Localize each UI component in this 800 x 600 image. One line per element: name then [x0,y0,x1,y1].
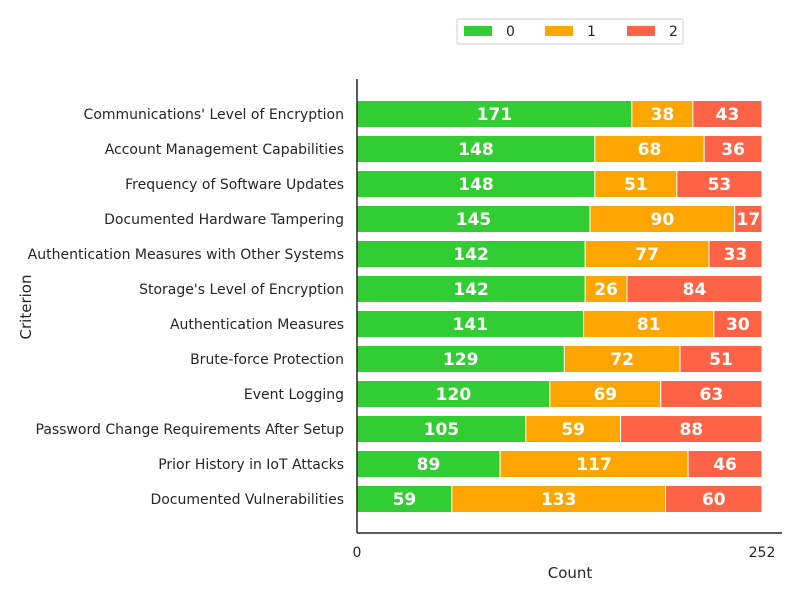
bar-value-label: 38 [651,105,675,125]
bar-segment [356,415,527,443]
bar-value-label: 53 [708,175,732,195]
legend-swatch [627,26,655,36]
bar-value-label: 51 [624,175,648,195]
x-axis-title: Count [548,564,593,582]
bar-segment [356,100,633,128]
category-label: Authentication Measures [170,317,344,333]
bar-value-label: 171 [477,105,513,125]
bar-segment [594,170,678,198]
bar-value-label: 26 [594,280,618,300]
x-tick-label-min: 0 [353,545,362,561]
legend-label: 1 [587,24,596,40]
bar-value-label: 148 [458,140,494,160]
bar-value-label: 117 [576,455,612,475]
bar-value-label: 129 [443,350,479,370]
bar-value-label: 59 [561,420,585,440]
bar-segment [703,135,763,163]
bar-value-label: 36 [721,140,745,160]
bar-value-label: 17 [737,210,761,230]
bar-segment [584,275,628,303]
bar-segment [583,310,715,338]
bar-segment [713,310,763,338]
category-label: Event Logging [244,387,344,403]
y-axis-title: Criterion [17,275,35,340]
bar-value-label: 84 [683,280,707,300]
bar-segment [356,450,501,478]
bar-segment [708,240,763,268]
bar-segment [679,345,763,373]
bar-segment [356,380,551,408]
bar-value-label: 77 [635,245,659,265]
bar-value-label: 89 [417,455,441,475]
bar-value-label: 72 [610,350,634,370]
bar-value-label: 46 [713,455,737,475]
bar-segment [660,380,763,408]
legend-swatch [545,26,573,36]
bar-value-label: 105 [424,420,460,440]
bar-segment [620,415,763,443]
bar-value-label: 33 [724,245,748,265]
bar-value-label: 81 [637,315,661,335]
bar-segment [356,240,586,268]
bar-segment [563,345,681,373]
category-label: Password Change Requirements After Setup [36,422,345,438]
category-label: Storage's Level of Encryption [139,282,344,298]
category-label: Account Management Capabilities [105,142,344,158]
bar-segment [356,170,596,198]
bar-segment [356,345,565,373]
legend-swatch [464,26,492,36]
bar-segment [734,205,763,233]
legend: 0 1 2 [456,18,684,45]
bar-value-label: 68 [638,140,662,160]
category-label: Documented Hardware Tampering [104,212,344,228]
bar-value-label: 145 [456,210,492,230]
bar-value-label: 59 [393,490,417,510]
category-label: Authentication Measures with Other Syste… [28,247,344,263]
bar-segment [687,450,763,478]
legend-label: 0 [506,24,515,40]
category-label: Brute-force Protection [190,352,344,368]
bar-segment [525,415,622,443]
bars-group: 171 38 43 148 68 36 148 51 53 145 90 17 142 77 33 142 26… [356,100,763,513]
bar-segment [626,275,763,303]
x-tick-label-max: 252 [749,545,776,561]
bar-value-label: 63 [700,385,724,405]
bar-value-label: 142 [453,245,489,265]
category-label: Prior History in IoT Attacks [158,457,344,473]
bar-value-label: 148 [458,175,494,195]
bar-value-label: 30 [726,315,750,335]
bar-segment [451,485,667,513]
bar-value-label: 60 [702,490,726,510]
category-label: Communications' Level of Encryption [84,107,344,123]
bar-value-label: 133 [541,490,577,510]
bar-value-label: 141 [453,315,489,335]
category-label: Documented Vulnerabilities [150,492,344,508]
bar-segment [692,100,763,128]
legend-label: 2 [669,24,678,40]
bar-value-label: 142 [453,280,489,300]
bar-segment [594,135,705,163]
bar-segment [356,205,591,233]
bar-segment [356,485,453,513]
bar-value-label: 69 [593,385,617,405]
bar-value-label: 120 [436,385,472,405]
category-labels: Communications' Level of Encryption Accou… [28,107,344,508]
bar-segment [356,310,585,338]
bar-value-label: 88 [679,420,703,440]
bar-segment [584,240,710,268]
bar-value-label: 51 [709,350,733,370]
bar-segment [676,170,763,198]
bar-value-label: 43 [716,105,740,125]
bar-segment [665,485,763,513]
bar-value-label: 90 [651,210,675,230]
category-label: Frequency of Software Updates [125,177,344,193]
bar-segment [631,100,694,128]
